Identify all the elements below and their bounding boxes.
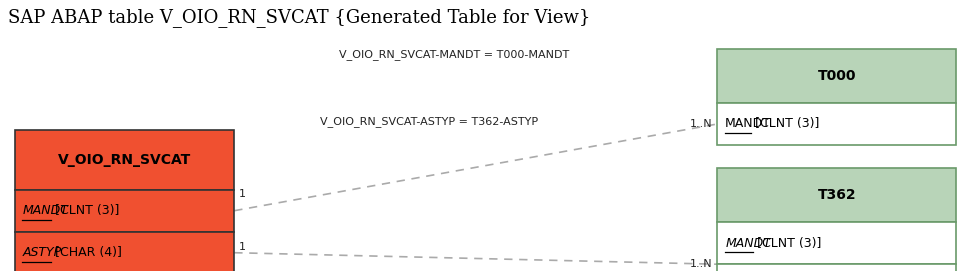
Bar (717, 103, 956, 145)
Text: [CLNT (3)]: [CLNT (3)] (51, 204, 119, 217)
Text: [CHAR (4)]: [CHAR (4)] (51, 246, 122, 259)
Text: 1: 1 (239, 189, 246, 199)
Text: T000: T000 (818, 69, 856, 83)
Text: MANDT: MANDT (725, 118, 771, 130)
Text: V_OIO_RN_SVCAT-MANDT = T000-MANDT: V_OIO_RN_SVCAT-MANDT = T000-MANDT (339, 49, 569, 60)
Text: MANDT: MANDT (725, 237, 771, 250)
Bar (717, 222, 956, 264)
Text: V_OIO_RN_SVCAT-ASTYP = T362-ASTYP: V_OIO_RN_SVCAT-ASTYP = T362-ASTYP (320, 117, 539, 127)
Bar (717, 49, 956, 103)
Bar (717, 264, 956, 271)
Bar (15, 232, 234, 271)
Text: 1: 1 (239, 242, 246, 252)
Text: 1..N: 1..N (690, 119, 712, 129)
Bar (15, 190, 234, 232)
Text: MANDT: MANDT (22, 204, 68, 217)
Text: T362: T362 (818, 188, 856, 202)
Bar (717, 168, 956, 222)
Text: [CLNT (3)]: [CLNT (3)] (753, 237, 822, 250)
Text: [CLNT (3)]: [CLNT (3)] (751, 118, 819, 130)
Text: ASTYP: ASTYP (22, 246, 61, 259)
Text: SAP ABAP table V_OIO_RN_SVCAT {Generated Table for View}: SAP ABAP table V_OIO_RN_SVCAT {Generated… (8, 8, 590, 27)
Text: 1..N: 1..N (690, 259, 712, 269)
Text: V_OIO_RN_SVCAT: V_OIO_RN_SVCAT (58, 153, 191, 167)
Bar (15, 130, 234, 190)
